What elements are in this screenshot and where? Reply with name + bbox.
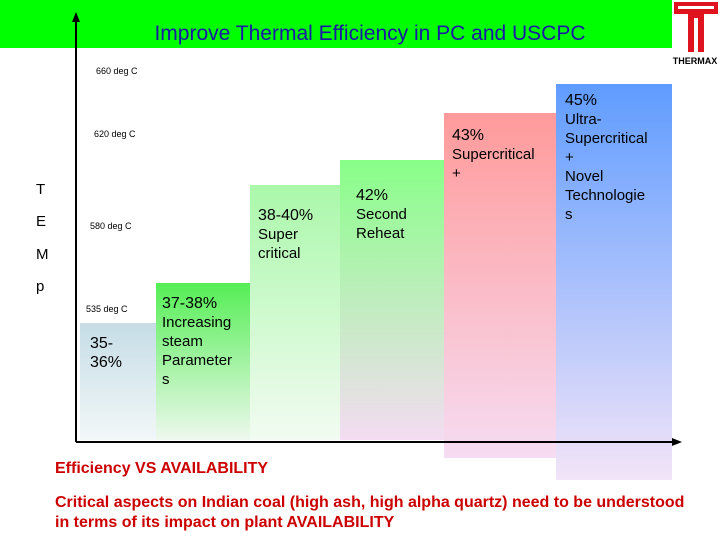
bar-5 <box>444 113 556 458</box>
bar-3 <box>250 185 340 440</box>
logo-text: THERMAX <box>672 56 718 66</box>
title-bar <box>0 0 672 48</box>
axis-letter: p <box>36 278 45 295</box>
step-label-4: 42% Second Reheat <box>356 187 407 242</box>
temp-label: 535 deg C <box>86 304 128 314</box>
x-axis-arrow <box>672 438 682 446</box>
thermax-logo <box>672 0 720 72</box>
bar-2 <box>156 283 250 440</box>
step-label-5: 43% Supercritical + <box>452 127 535 182</box>
temp-label: 620 deg C <box>94 129 136 139</box>
step-label-6: 45% Ultra- Supercritical + Novel Technolog… <box>565 92 648 223</box>
bar-6 <box>556 84 672 480</box>
axis-letter: E <box>36 213 47 230</box>
step-label-3: 38-40% Super critical <box>258 207 314 262</box>
thermax-logo-icon <box>674 2 718 52</box>
bottom-heading: Efficiency VS AVAILABILITY <box>55 460 269 477</box>
y-axis-arrow <box>72 12 80 22</box>
step-label-2: 37-38% Increasing steam Parameter s <box>162 295 233 388</box>
step-label-1: 35- 36% <box>90 335 123 371</box>
temp-label: 660 deg C <box>96 66 138 76</box>
temp-label: 580 deg C <box>90 221 132 231</box>
bottom-text: Critical aspects on Indian coal (high as… <box>55 494 685 531</box>
bar-1 <box>80 323 156 440</box>
page-title: Improve Thermal Efficiency in PC and USC… <box>154 22 586 45</box>
bar-4 <box>340 160 444 440</box>
axis-letter: M <box>36 246 49 263</box>
axis-letter: T <box>36 181 46 198</box>
